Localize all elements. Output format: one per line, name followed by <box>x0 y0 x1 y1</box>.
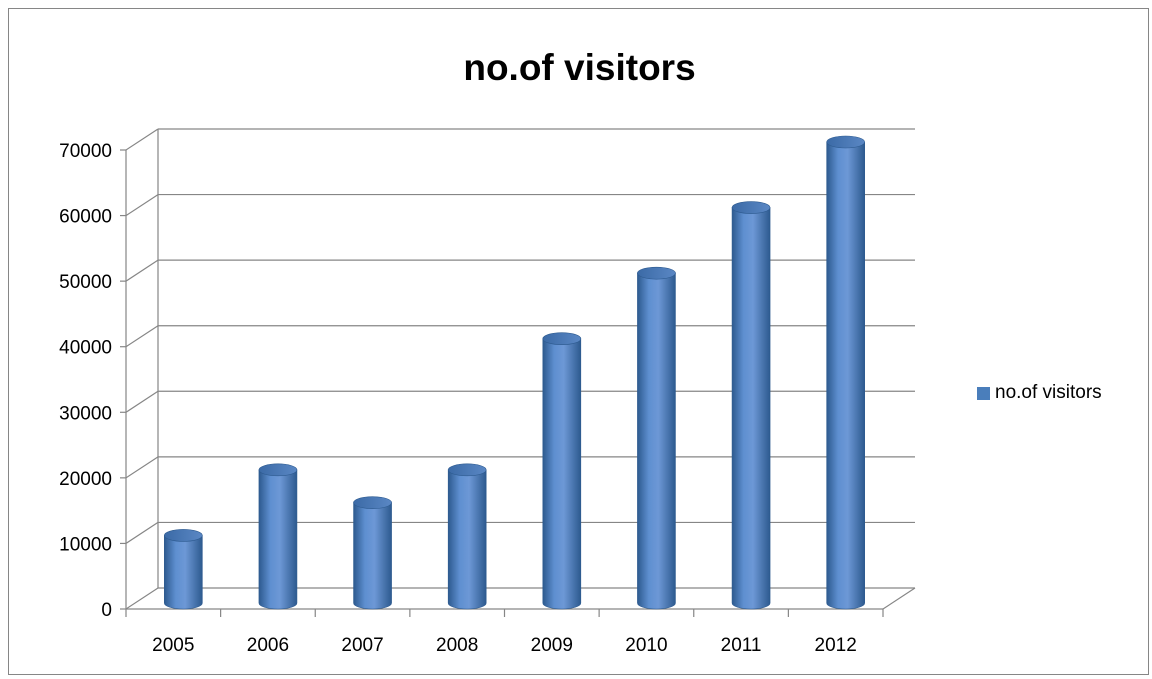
bar-top <box>542 332 582 346</box>
gridline-depth <box>125 521 159 544</box>
bar-body <box>164 535 203 610</box>
bar-top <box>258 463 298 477</box>
bar-top <box>353 496 392 509</box>
gridline-depth <box>125 456 159 479</box>
bars <box>164 135 865 610</box>
bar-body <box>731 207 771 610</box>
gridline-depth <box>125 325 159 348</box>
y-tick-labels: 0 10000 20000 30000 40000 50000 60000 70000 <box>59 141 112 621</box>
gridline-depth <box>125 259 159 282</box>
floor-right-edge <box>882 587 916 610</box>
plot-area: 0 10000 20000 30000 40000 50000 60000 70000 200… <box>59 128 916 656</box>
y-tick-label: 10000 <box>59 534 112 555</box>
y-tick-label: 40000 <box>59 338 112 359</box>
x-tick-label: 2005 <box>152 635 194 656</box>
legend-label: no.of visitors <box>995 382 1102 403</box>
chart-frame: no.of visitors 0 10000 20000 30000 40000 5000… <box>8 8 1149 675</box>
bar-body <box>258 469 298 610</box>
gridline-depth <box>125 390 159 413</box>
bar-2008 <box>447 463 487 610</box>
bar-2005 <box>164 529 203 610</box>
x-tick-labels: 2005 2006 2007 2008 2009 2010 2011 2012 <box>152 635 857 656</box>
x-tick-label: 2011 <box>721 635 762 656</box>
gridline-depth <box>125 194 159 217</box>
bar-2011 <box>731 201 771 610</box>
bar-body <box>542 338 582 610</box>
bar-body <box>353 502 392 610</box>
x-tick-label: 2012 <box>815 635 857 656</box>
bar-top <box>731 201 771 214</box>
bar-2010 <box>637 266 676 610</box>
x-tick-label: 2006 <box>247 635 289 656</box>
y-tick-label: 50000 <box>59 272 112 293</box>
bar-top <box>826 135 865 149</box>
y-tick-label: 60000 <box>59 207 112 228</box>
bar-2006 <box>258 463 298 610</box>
axes <box>120 129 916 617</box>
gridline-depth <box>125 587 159 610</box>
bar-body <box>826 141 865 610</box>
legend: no.of visitors <box>977 382 1102 404</box>
bar-top <box>637 266 676 280</box>
bar-body <box>447 469 487 610</box>
bar-2007 <box>353 496 392 610</box>
bar-body <box>637 272 676 610</box>
bar-top <box>164 529 203 542</box>
x-tick-label: 2009 <box>531 635 573 656</box>
x-tick-label: 2010 <box>625 635 667 656</box>
y-tick-label: 70000 <box>59 141 112 162</box>
y-tick-label: 20000 <box>59 469 112 490</box>
gridlines <box>125 128 915 610</box>
bar-2009 <box>542 332 582 610</box>
y-tick-label: 0 <box>101 600 112 621</box>
bar-top <box>447 463 487 477</box>
gridline-depth <box>125 128 159 151</box>
y-tick-label: 30000 <box>59 403 112 424</box>
bar-2012 <box>826 135 865 610</box>
legend-swatch <box>977 386 990 400</box>
chart-title: no.of visitors <box>463 47 696 88</box>
x-tick-label: 2007 <box>341 635 383 656</box>
x-tick-label: 2008 <box>436 635 478 656</box>
